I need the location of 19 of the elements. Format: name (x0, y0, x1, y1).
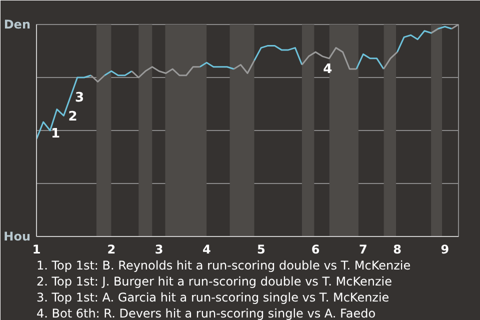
annotation: 3 (75, 90, 84, 106)
annotation: 4 (323, 62, 332, 77)
annotation: 2 (68, 110, 78, 125)
x-tick-label: 2 (107, 242, 116, 256)
x-tick-label: 9 (440, 242, 450, 256)
x-tick-label: 6 (311, 242, 320, 256)
text: 4. Bot 6th: R. Devers hit a run-scoring single vs A. Faedo (36, 306, 376, 320)
x-tick-label: 5 (256, 242, 266, 256)
text: Hou (4, 230, 31, 244)
x-tick-label: 1 (32, 242, 41, 256)
x-tick-label: 3 (154, 242, 164, 256)
text: 2. Top 1st: J. Burger hit a run-scoring double vs T. McKenzie (36, 274, 392, 288)
x-tick-label: 8 (393, 242, 402, 256)
text: Den (4, 18, 31, 32)
text: 1. Top 1st: B. Reynolds hit a run-scoring double vs T. McKenzie (36, 258, 411, 272)
x-tick-label: 7 (359, 242, 368, 256)
annotation: 1 (50, 126, 60, 142)
x-tick-label: 4 (202, 242, 211, 256)
text: 3. Top 1st: A. Garcia hit a run-scoring single vs T. McKenzie (36, 290, 390, 304)
